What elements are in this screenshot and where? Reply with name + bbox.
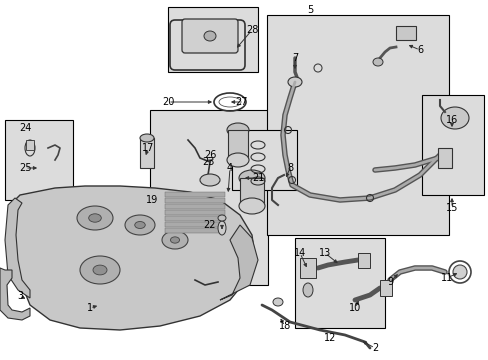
Text: 2: 2 [371, 343, 377, 353]
Bar [379, 280, 391, 296]
Ellipse shape [93, 265, 107, 275]
Ellipse shape [218, 215, 225, 221]
Text: 19: 19 [145, 195, 158, 205]
Text: 28: 28 [245, 25, 258, 35]
Text: 26: 26 [203, 150, 216, 160]
Bar [294, 238, 384, 328]
Bar [150, 110, 267, 285]
Bar [266, 15, 448, 235]
Polygon shape [12, 186, 254, 330]
Ellipse shape [272, 298, 283, 306]
Ellipse shape [440, 107, 468, 129]
Ellipse shape [140, 134, 154, 142]
Text: 1: 1 [87, 303, 93, 313]
Polygon shape [0, 268, 30, 320]
Bar [299, 258, 315, 278]
Text: 27: 27 [235, 97, 248, 107]
Bar [5, 120, 73, 200]
Bar [437, 148, 451, 168]
Bar [164, 216, 224, 221]
Polygon shape [220, 225, 258, 300]
Bar [140, 138, 154, 168]
Ellipse shape [80, 256, 120, 284]
Text: 13: 13 [318, 248, 330, 258]
Ellipse shape [372, 58, 382, 66]
Bar [231, 130, 296, 190]
Ellipse shape [125, 215, 155, 235]
Ellipse shape [287, 77, 302, 87]
Text: 11: 11 [440, 273, 452, 283]
Ellipse shape [452, 265, 466, 279]
Ellipse shape [200, 174, 220, 186]
Bar [421, 95, 483, 195]
Bar [164, 222, 224, 227]
Ellipse shape [226, 123, 248, 137]
Text: 20: 20 [162, 97, 174, 107]
Text: 16: 16 [445, 115, 457, 125]
Bar [26, 140, 34, 150]
Bar [357, 253, 369, 268]
Text: 25: 25 [19, 163, 31, 173]
Text: 14: 14 [293, 248, 305, 258]
Ellipse shape [239, 198, 264, 214]
Ellipse shape [239, 170, 264, 186]
Text: 4: 4 [226, 163, 233, 173]
Text: 6: 6 [416, 45, 422, 55]
Ellipse shape [203, 31, 216, 41]
Text: 5: 5 [306, 5, 312, 15]
Text: 15: 15 [445, 203, 457, 213]
Bar [164, 210, 224, 215]
Text: 24: 24 [19, 123, 31, 133]
Ellipse shape [77, 206, 113, 230]
Text: 23: 23 [202, 157, 214, 167]
Ellipse shape [226, 153, 248, 167]
Text: 17: 17 [142, 143, 154, 153]
Ellipse shape [88, 214, 101, 222]
Ellipse shape [135, 221, 145, 229]
Ellipse shape [303, 283, 312, 297]
Bar [168, 7, 258, 72]
Text: 8: 8 [286, 163, 292, 173]
Text: 7: 7 [291, 53, 298, 63]
Bar [164, 192, 224, 197]
Text: 9: 9 [386, 277, 392, 287]
FancyBboxPatch shape [182, 19, 238, 53]
Ellipse shape [170, 237, 179, 243]
Text: 22: 22 [203, 220, 216, 230]
Bar [395, 26, 415, 40]
Polygon shape [5, 198, 30, 298]
Text: 3: 3 [17, 291, 23, 301]
Text: 10: 10 [348, 303, 360, 313]
Bar [164, 198, 224, 203]
Ellipse shape [162, 231, 187, 249]
Bar [227, 130, 247, 158]
Bar [164, 204, 224, 209]
Text: 18: 18 [278, 321, 290, 331]
Ellipse shape [218, 221, 225, 235]
Bar [164, 228, 224, 233]
Bar [240, 178, 264, 204]
Text: 12: 12 [323, 333, 336, 343]
Text: 21: 21 [251, 173, 264, 183]
